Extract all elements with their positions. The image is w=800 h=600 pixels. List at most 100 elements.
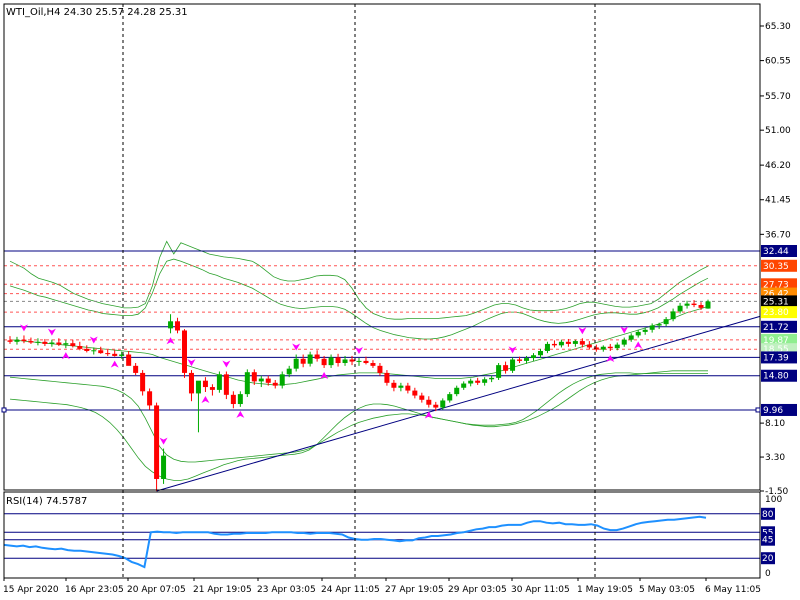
candle-bull [195, 380, 201, 394]
candle-bull [705, 301, 711, 309]
level-tag-label: 27.73 [763, 280, 789, 290]
candle-bear [272, 382, 278, 386]
candle-bull [356, 360, 362, 362]
x-tick-label: 16 Apr 23:05 [65, 585, 124, 595]
fractal-down-icon [110, 360, 119, 368]
candle-bull [510, 359, 516, 371]
candle-bear [593, 347, 599, 350]
candle-bull [614, 344, 620, 349]
fractal-down-icon [634, 341, 643, 349]
fractal-down-icon [201, 396, 210, 404]
fractal-up-icon [187, 359, 196, 367]
candle-bear [21, 339, 27, 342]
candle-bull [489, 377, 495, 380]
x-tick-label: 27 Apr 19:05 [385, 585, 444, 595]
level-anchor-icon [755, 407, 761, 413]
y-tick-label: -1.50 [765, 487, 789, 497]
candle-bear [98, 350, 104, 354]
candle-bull [342, 359, 348, 364]
candle-bull [279, 374, 285, 386]
candle-bull [677, 305, 683, 312]
candle-bear [202, 380, 208, 388]
candle-bear [433, 404, 439, 408]
candle-bull [496, 365, 502, 378]
fractal-down-icon [166, 337, 175, 345]
candle-bear [363, 360, 369, 364]
level-tag-bg [761, 259, 797, 272]
band-middle [9, 306, 709, 386]
level-tag-bg [761, 278, 797, 291]
candle-bull [642, 329, 648, 332]
candle-bear [391, 382, 397, 388]
rsi-level-tag-bg [761, 507, 775, 520]
level-tag-label: 17.39 [763, 353, 789, 363]
candle-bull [63, 343, 69, 345]
level-tag-bg [761, 320, 797, 333]
rsi-level-tag-bg [761, 533, 775, 546]
chart-header: WTI_Oil,H4 24.30 25.57 24.28 25.31 [6, 7, 188, 18]
candle-bull [14, 339, 20, 342]
fractal-down-icon [61, 352, 70, 360]
level-tag-bg [761, 351, 797, 364]
level-tag-bg [761, 295, 797, 308]
level-tag-label: 32.44 [763, 247, 789, 257]
candle-bear [419, 395, 425, 400]
candle-bull [621, 339, 627, 345]
candle-bull [670, 311, 676, 320]
fractal-up-icon [159, 437, 168, 445]
level-tag-label: 30.35 [763, 262, 789, 272]
candle-bear [335, 357, 341, 364]
candle-bull [656, 324, 662, 326]
rsi-level-tag-label: 45 [762, 536, 773, 546]
candle-bull [684, 303, 690, 306]
candle-bear [140, 372, 146, 392]
candle-bull [328, 357, 334, 366]
candle-bear [384, 372, 390, 383]
candle-bear [28, 341, 34, 343]
x-tick-label: 15 Apr 2020 [3, 585, 59, 595]
candle-bull [635, 331, 641, 336]
candle-bear [230, 394, 236, 405]
candle-bull [663, 319, 669, 325]
candle-bull [168, 321, 174, 329]
candle-bear [475, 380, 481, 383]
level-tag-label: 14.80 [763, 372, 789, 382]
fractal-down-icon [320, 371, 329, 379]
price-pane[interactable] [4, 240, 761, 492]
y-tick-label: 36.70 [765, 230, 791, 240]
candle-bear [223, 374, 229, 395]
candle-bull [307, 354, 313, 364]
rsi-header: RSI(14) 74.5787 [6, 496, 87, 507]
x-tick-label: 29 Apr 03:05 [448, 585, 507, 595]
band-inner-upper [9, 258, 709, 340]
candle-bear [77, 346, 83, 349]
fractal-up-icon [89, 336, 98, 344]
level-tag-label: 23.80 [763, 308, 789, 318]
candle-bull [628, 335, 634, 340]
band-outer-upper [9, 240, 709, 320]
y-tick-label: 46.20 [765, 161, 791, 171]
candle-bull [258, 378, 264, 382]
fractal-down-icon [606, 354, 615, 362]
rsi-level-tag-label: 20 [762, 554, 774, 564]
level-tag-label: 9.96 [763, 406, 783, 416]
level-tag-label: 18.55 [763, 345, 789, 355]
candle-bull [482, 379, 488, 383]
candle-bull [524, 358, 530, 361]
candle-bull [286, 368, 292, 375]
x-tick-label: 23 Apr 03:05 [257, 585, 316, 595]
candle-bear [209, 387, 215, 390]
rsi-pane[interactable] [3, 513, 760, 569]
band-inner-lower [9, 370, 708, 463]
x-tick-label: 24 Apr 11:05 [321, 585, 380, 595]
level-tag-label: 19.87 [763, 336, 789, 346]
candle-bull [572, 341, 578, 344]
y-tick-label: 65.30 [765, 22, 791, 32]
candle-bull [216, 374, 222, 390]
y-tick-label: 41.45 [765, 196, 791, 206]
candle-bear [133, 365, 139, 373]
y-tick-label: 55.70 [765, 92, 791, 102]
candle-bull [544, 343, 550, 351]
candle-bear [321, 358, 327, 366]
